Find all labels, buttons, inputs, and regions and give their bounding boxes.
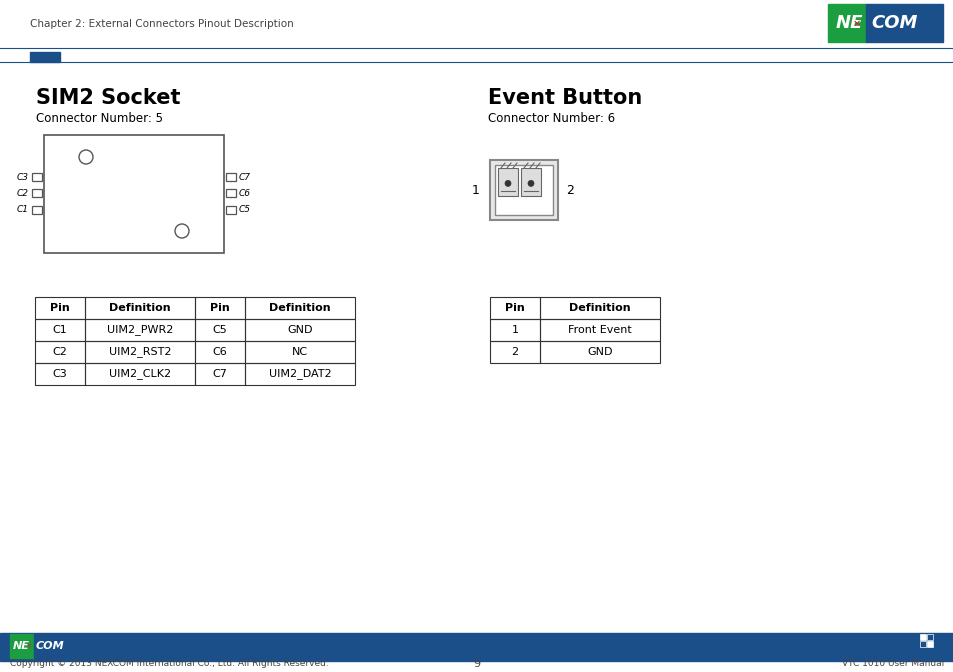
Bar <box>85 341 194 363</box>
Text: Event Button: Event Button <box>488 88 641 108</box>
Bar <box>827 4 865 42</box>
Text: NC: NC <box>292 347 308 357</box>
Text: C7: C7 <box>239 173 251 181</box>
Text: Front Event: Front Event <box>568 325 631 335</box>
Bar <box>865 4 942 42</box>
Text: Pin: Pin <box>504 303 524 313</box>
Text: SIM2 Socket: SIM2 Socket <box>36 88 180 108</box>
Bar <box>35 363 85 385</box>
Bar <box>226 173 235 181</box>
Text: ✕: ✕ <box>852 19 861 29</box>
Text: UIM2_CLK2: UIM2_CLK2 <box>109 368 171 380</box>
Text: Definition: Definition <box>269 303 331 313</box>
Bar <box>495 165 553 215</box>
Text: VTC 1010 User Manual: VTC 1010 User Manual <box>841 659 943 669</box>
Bar <box>490 297 539 319</box>
Text: Definition: Definition <box>569 303 630 313</box>
Bar <box>35 297 85 319</box>
Text: C3: C3 <box>17 173 29 181</box>
Bar <box>0 633 953 661</box>
Bar <box>32 206 42 214</box>
Bar <box>245 341 355 363</box>
Text: GND: GND <box>587 347 612 357</box>
Bar <box>245 319 355 341</box>
Text: 9: 9 <box>473 659 480 669</box>
Text: NE: NE <box>13 641 30 651</box>
Text: 1: 1 <box>472 183 479 196</box>
Bar <box>34 634 82 658</box>
Bar <box>926 634 932 640</box>
Text: C7: C7 <box>213 369 227 379</box>
Bar <box>35 319 85 341</box>
Bar <box>520 168 540 196</box>
Bar <box>490 319 539 341</box>
Text: UIM2_RST2: UIM2_RST2 <box>109 347 172 358</box>
Bar <box>245 297 355 319</box>
Bar <box>194 363 245 385</box>
Bar <box>926 641 932 647</box>
Text: C2: C2 <box>52 347 68 357</box>
Bar <box>919 641 925 647</box>
Text: ✕: ✕ <box>25 644 30 650</box>
Text: Pin: Pin <box>210 303 230 313</box>
Text: NE: NE <box>835 14 862 32</box>
Text: Pin: Pin <box>51 303 70 313</box>
Text: 1: 1 <box>511 325 518 335</box>
Text: C6: C6 <box>213 347 227 357</box>
Circle shape <box>527 180 534 186</box>
Text: C6: C6 <box>239 189 251 198</box>
Text: UIM2_PWR2: UIM2_PWR2 <box>107 325 173 335</box>
Text: COM: COM <box>36 641 65 651</box>
Text: Definition: Definition <box>109 303 171 313</box>
Bar <box>32 190 42 198</box>
Text: GND: GND <box>287 325 313 335</box>
Bar <box>194 341 245 363</box>
Circle shape <box>504 180 511 186</box>
Text: Connector Number: 6: Connector Number: 6 <box>488 112 615 125</box>
Bar <box>539 297 659 319</box>
Text: C3: C3 <box>52 369 68 379</box>
Bar <box>85 319 194 341</box>
Bar <box>10 634 34 658</box>
Text: C2: C2 <box>17 189 29 198</box>
Text: 2: 2 <box>565 183 574 196</box>
Text: COM: COM <box>870 14 917 32</box>
Bar <box>490 341 539 363</box>
Bar <box>497 168 517 196</box>
Bar <box>44 135 224 253</box>
Bar <box>226 190 235 198</box>
Text: C1: C1 <box>52 325 68 335</box>
Text: Chapter 2: External Connectors Pinout Description: Chapter 2: External Connectors Pinout De… <box>30 19 294 29</box>
Bar <box>490 160 558 220</box>
Bar <box>226 206 235 214</box>
Bar <box>539 319 659 341</box>
Bar <box>30 52 60 62</box>
Bar <box>194 319 245 341</box>
Text: C1: C1 <box>17 206 29 214</box>
Text: Connector Number: 5: Connector Number: 5 <box>36 112 163 125</box>
Bar <box>35 341 85 363</box>
Bar <box>194 297 245 319</box>
Text: Copyright © 2013 NEXCOM International Co., Ltd. All Rights Reserved.: Copyright © 2013 NEXCOM International Co… <box>10 659 329 669</box>
Bar <box>919 634 925 640</box>
Text: C5: C5 <box>213 325 227 335</box>
Bar <box>539 341 659 363</box>
Bar <box>32 173 42 181</box>
Bar <box>245 363 355 385</box>
Text: C5: C5 <box>239 206 251 214</box>
Bar <box>85 363 194 385</box>
Bar <box>85 297 194 319</box>
Text: 2: 2 <box>511 347 518 357</box>
Text: UIM2_DAT2: UIM2_DAT2 <box>269 368 331 380</box>
